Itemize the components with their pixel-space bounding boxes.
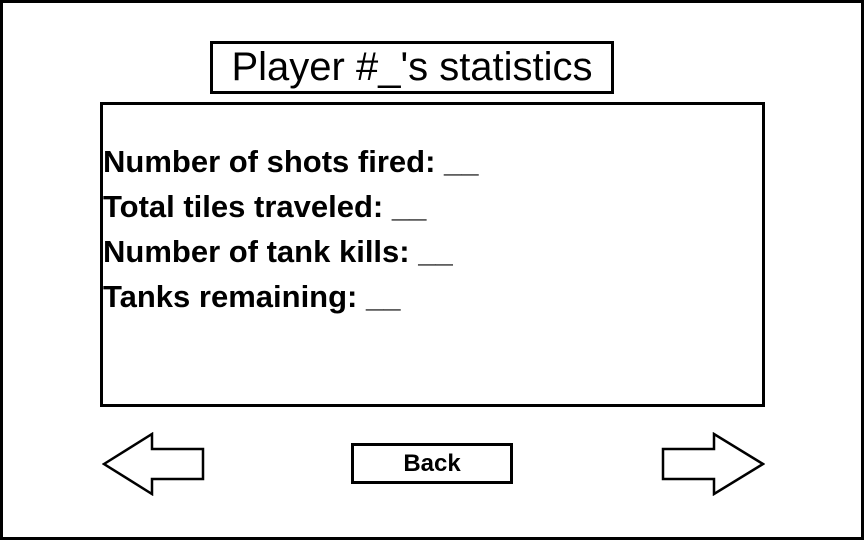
back-button[interactable]: Back	[351, 443, 513, 484]
stat-tanks-remaining: Tanks remaining: __	[103, 279, 401, 314]
page-title: Player #_'s statistics	[210, 41, 614, 94]
page-title-text: Player #_'s statistics	[231, 45, 593, 89]
stat-tank-kills: Number of tank kills: __	[103, 234, 453, 269]
left-arrow-icon	[102, 432, 205, 496]
statistics-list: Number of shots fired: __ Total tiles tr…	[103, 139, 479, 319]
right-arrow-icon	[661, 432, 765, 496]
stat-tiles-traveled: Total tiles traveled: __	[103, 189, 427, 224]
statistics-panel: Number of shots fired: __ Total tiles tr…	[100, 102, 765, 407]
stat-shots-fired: Number of shots fired: __	[103, 144, 479, 179]
previous-player-button[interactable]	[102, 432, 206, 496]
next-player-button[interactable]	[661, 432, 765, 496]
